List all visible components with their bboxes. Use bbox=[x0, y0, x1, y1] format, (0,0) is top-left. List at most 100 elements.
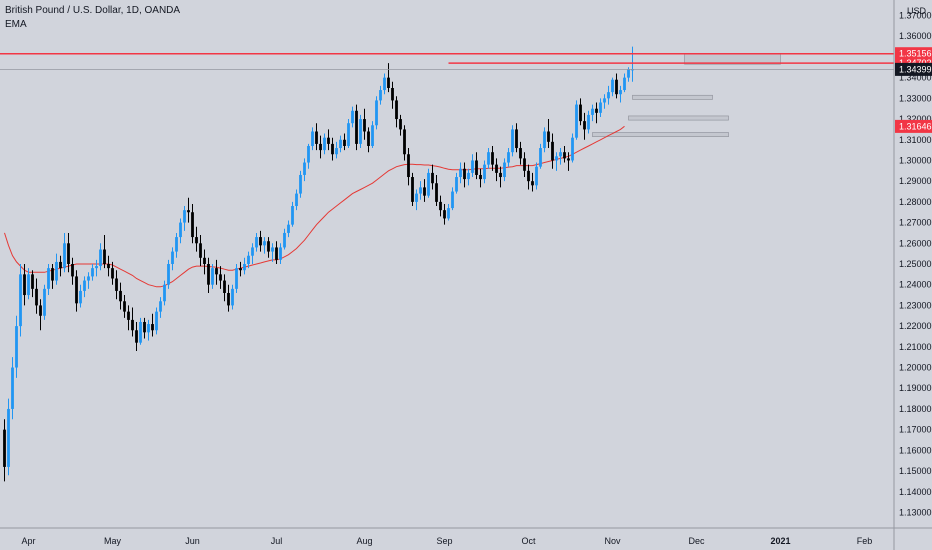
candle-down bbox=[259, 237, 262, 246]
y-tick-label: 1.22000 bbox=[899, 321, 932, 331]
candle-up bbox=[419, 187, 422, 194]
candle-down bbox=[67, 243, 70, 264]
candle-up bbox=[291, 206, 294, 225]
candle-up bbox=[87, 276, 90, 281]
candle-down bbox=[407, 154, 410, 178]
candle-up bbox=[91, 268, 94, 277]
candle-up bbox=[147, 324, 150, 333]
price-axis[interactable]: USD 1.13000 1.14000 1.15000 1.16000 1.17000 1… bbox=[893, 0, 932, 550]
y-tick-label: 1.23000 bbox=[899, 300, 932, 310]
candle-down bbox=[119, 290, 122, 302]
y-tick-label: 1.21000 bbox=[899, 342, 932, 352]
candle-down bbox=[59, 261, 62, 269]
y-tick-label: 1.37000 bbox=[899, 11, 932, 21]
candle-down bbox=[355, 110, 358, 144]
price-badge-label: 1.34399 bbox=[899, 64, 932, 74]
candle-up bbox=[79, 290, 82, 304]
candle-up bbox=[507, 152, 510, 163]
candle-down bbox=[583, 121, 586, 130]
candle-up bbox=[539, 148, 542, 167]
candle-up bbox=[459, 168, 462, 178]
candle-up bbox=[451, 191, 454, 209]
candle-down bbox=[123, 301, 126, 312]
candle-down bbox=[515, 129, 518, 149]
y-tick-label: 1.34000 bbox=[899, 73, 932, 83]
candle-down bbox=[563, 152, 566, 159]
price-lines bbox=[0, 52, 894, 70]
y-tick-label: 1.20000 bbox=[899, 363, 932, 373]
candle-up bbox=[351, 110, 354, 124]
candle-up bbox=[307, 145, 310, 163]
candle-up bbox=[511, 129, 514, 153]
candle-up bbox=[155, 311, 158, 331]
candle-up bbox=[19, 274, 22, 327]
candle-down bbox=[519, 148, 522, 159]
candle-down bbox=[551, 141, 554, 161]
candle-up bbox=[631, 69, 634, 71]
candle-down bbox=[39, 305, 42, 316]
candle-up bbox=[163, 284, 166, 302]
time-axis[interactable]: Apr May Jun Jul Aug Sep Oct Nov Dec 2021 Feb bbox=[0, 527, 932, 546]
candle-down bbox=[435, 183, 438, 202]
candle-down bbox=[595, 108, 598, 113]
candle-up bbox=[619, 90, 622, 95]
candle-up bbox=[587, 114, 590, 130]
candle-down bbox=[215, 268, 218, 275]
indicator-label[interactable]: EMA bbox=[5, 19, 27, 30]
candle-down bbox=[463, 168, 466, 180]
candle-up bbox=[575, 104, 578, 138]
y-tick-label: 1.15000 bbox=[899, 466, 932, 476]
candle-down bbox=[431, 172, 434, 184]
x-tick-label: Sep bbox=[436, 536, 452, 546]
candle-up bbox=[47, 268, 50, 289]
candle-down bbox=[523, 158, 526, 171]
x-tick-label: 2021 bbox=[770, 536, 790, 546]
candle-down bbox=[203, 257, 206, 264]
y-tick-label: 1.24000 bbox=[899, 280, 932, 290]
y-tick-label: 1.14000 bbox=[899, 487, 932, 497]
candle-down bbox=[111, 268, 114, 279]
candle-up bbox=[487, 152, 490, 165]
candle-up bbox=[379, 90, 382, 101]
candle-down bbox=[479, 174, 482, 180]
candle-down bbox=[403, 129, 406, 155]
candle-down bbox=[239, 268, 242, 271]
candle-down bbox=[75, 276, 78, 304]
candle-down bbox=[35, 288, 38, 306]
candle-up bbox=[99, 249, 102, 267]
candle-up bbox=[375, 100, 378, 126]
support-zone bbox=[628, 115, 729, 121]
x-tick-label: Feb bbox=[857, 536, 873, 546]
candle-down bbox=[71, 264, 74, 277]
candle-up bbox=[555, 156, 558, 161]
price-badge-ema bbox=[895, 119, 932, 133]
candle-up bbox=[591, 108, 594, 115]
x-tick-label: Aug bbox=[356, 536, 372, 546]
candle-down bbox=[103, 249, 106, 264]
candle-down bbox=[199, 243, 202, 258]
y-tick-label: 1.36000 bbox=[899, 31, 932, 41]
candle-up bbox=[543, 131, 546, 149]
candle-up bbox=[43, 288, 46, 316]
candle-down bbox=[387, 77, 390, 88]
candle-down bbox=[391, 88, 394, 101]
candle-down bbox=[411, 177, 414, 202]
candle-down bbox=[491, 152, 494, 165]
currency-label: USD bbox=[907, 6, 927, 16]
candle-up bbox=[11, 367, 14, 409]
y-tick-label: 1.17000 bbox=[899, 425, 932, 435]
y-tick-label: 1.27000 bbox=[899, 218, 932, 228]
candle-down bbox=[399, 119, 402, 130]
y-tick-label: 1.25000 bbox=[899, 259, 932, 269]
candle-up bbox=[483, 164, 486, 180]
candle-up bbox=[179, 222, 182, 238]
y-tick-label: 1.19000 bbox=[899, 383, 932, 393]
candle-down bbox=[527, 170, 530, 182]
candle-up bbox=[339, 139, 342, 149]
candle-down bbox=[367, 131, 370, 146]
x-tick-label: Nov bbox=[604, 536, 621, 546]
candle-down bbox=[319, 143, 322, 151]
candle-down bbox=[3, 429, 6, 467]
